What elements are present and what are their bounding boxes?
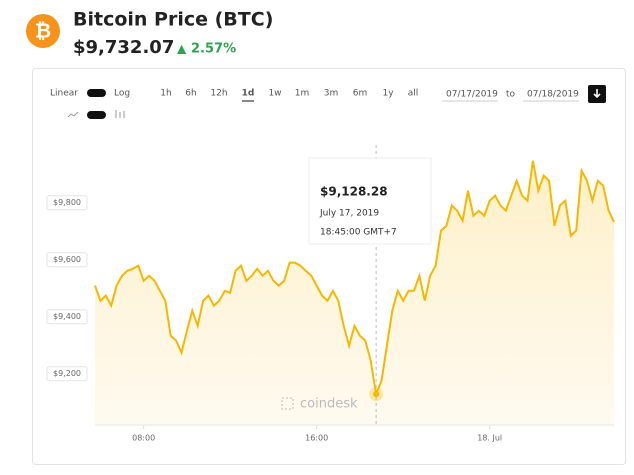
watermark: coindesk <box>300 397 358 412</box>
date-from[interactable]: 07/17/2019 <box>446 90 498 100</box>
x-tick-label: 08:00 <box>132 434 155 443</box>
scale-log[interactable]: Log <box>114 89 130 99</box>
line-icon[interactable] <box>67 111 79 118</box>
line <box>94 160 615 398</box>
title: Bitcoin Price (BTC) <box>73 9 273 31</box>
y-tick-label: $9,800 <box>53 198 81 207</box>
range-button[interactable]: 1m <box>295 89 310 99</box>
range-button[interactable]: 1w <box>268 89 281 99</box>
y-tick-box <box>46 195 88 211</box>
tooltip <box>308 157 432 245</box>
y-tick-label: $9,400 <box>53 312 81 321</box>
date-to-label: to <box>506 90 516 100</box>
bitcoin-symbol: ₿ <box>35 19 51 43</box>
bitcoin-icon <box>26 14 60 48</box>
y-tick-box <box>46 309 88 325</box>
range-button[interactable]: all <box>408 89 419 99</box>
price: $9,732.07 <box>73 37 174 58</box>
change-arrow: ▲ <box>177 42 187 56</box>
y-tick-label: $9,200 <box>53 369 81 378</box>
scale-toggle[interactable] <box>87 89 106 97</box>
range-button[interactable]: 12h <box>210 89 227 99</box>
range-button[interactable]: 1h <box>160 89 171 99</box>
y-tick-box <box>46 252 88 268</box>
y-tick-label: $9,600 <box>53 255 81 264</box>
area <box>95 160 614 426</box>
candle-icon[interactable] <box>115 110 125 118</box>
y-tick-box <box>46 366 88 382</box>
tooltip-date: July 17, 2019 <box>319 209 379 219</box>
x-tick-label: 18. Jul <box>477 434 502 443</box>
range-button[interactable]: 6h <box>185 89 196 99</box>
tooltip-time: 18:45:00 GMT+7 <box>320 228 397 238</box>
change: 2.57% <box>191 42 236 57</box>
download-icon[interactable] <box>593 89 601 99</box>
scale-linear[interactable]: Linear <box>50 89 78 99</box>
range-button[interactable]: 1d <box>242 89 255 99</box>
hover-point <box>373 391 380 398</box>
date-to[interactable]: 07/18/2019 <box>527 90 579 100</box>
style-toggle[interactable] <box>87 111 106 119</box>
x-tick-label: 16:00 <box>305 434 328 443</box>
watermark-logo <box>281 397 294 410</box>
range-button[interactable]: 1y <box>382 89 394 99</box>
range-button[interactable]: 6m <box>353 89 368 99</box>
range-button[interactable]: 3m <box>324 89 339 99</box>
tooltip-price: $9,128.28 <box>320 185 388 199</box>
